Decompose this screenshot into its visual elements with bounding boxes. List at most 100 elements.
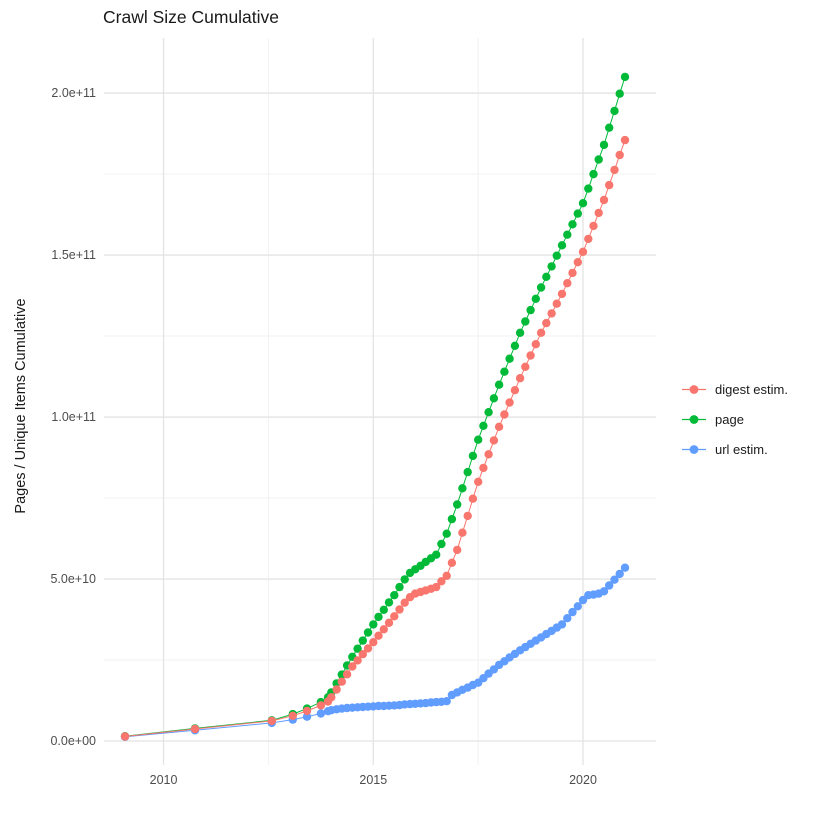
data-point xyxy=(390,591,399,600)
data-point xyxy=(484,408,493,417)
data-point xyxy=(568,220,577,229)
data-point xyxy=(573,258,582,267)
data-point xyxy=(568,607,577,617)
data-point xyxy=(384,618,394,627)
legend-label: page xyxy=(715,412,744,427)
series-line-2 xyxy=(124,567,626,738)
data-point xyxy=(363,644,373,653)
legend-key-icon xyxy=(682,415,706,424)
data-point xyxy=(542,318,551,328)
data-point xyxy=(437,539,446,549)
data-point xyxy=(568,268,577,278)
data-point xyxy=(531,340,540,349)
data-point xyxy=(337,677,346,686)
y-tick-label: 1.0e+11 xyxy=(51,410,96,425)
series-points-0 xyxy=(120,135,630,741)
data-point xyxy=(536,283,546,292)
data-point xyxy=(342,670,352,679)
y-axis-title: Pages / Unique Items Cumulative xyxy=(13,298,29,514)
x-tick-label: 2020 xyxy=(569,773,597,787)
data-point xyxy=(288,711,297,720)
data-point xyxy=(557,289,567,299)
x-tick-label: 2015 xyxy=(359,773,388,787)
data-point xyxy=(605,123,614,132)
data-point xyxy=(494,422,504,431)
data-point xyxy=(395,582,404,592)
series-points-2 xyxy=(120,563,630,741)
legend-key-icon xyxy=(682,385,706,394)
plot-area xyxy=(104,38,656,765)
data-point xyxy=(615,150,624,160)
data-point xyxy=(563,614,572,623)
data-point xyxy=(400,575,409,584)
data-point xyxy=(615,89,624,98)
legend-item-url: url estim. xyxy=(681,441,788,458)
data-point xyxy=(379,625,388,634)
data-point xyxy=(442,571,451,580)
data-point xyxy=(474,477,483,486)
data-point xyxy=(605,180,614,190)
data-point xyxy=(390,612,399,621)
data-point xyxy=(479,463,488,473)
data-point xyxy=(578,247,588,256)
data-point xyxy=(432,550,441,559)
series-line-0 xyxy=(124,139,626,737)
data-point xyxy=(474,435,483,444)
data-point xyxy=(610,575,619,584)
data-point xyxy=(432,582,441,592)
data-point xyxy=(500,410,509,419)
data-point xyxy=(615,569,624,579)
data-point xyxy=(442,529,451,538)
data-point xyxy=(484,450,493,459)
data-point xyxy=(358,650,367,659)
data-point xyxy=(505,354,514,363)
data-point xyxy=(374,631,383,640)
data-point xyxy=(515,374,525,383)
data-point xyxy=(447,514,457,524)
data-point xyxy=(302,712,312,721)
x-tick-label: 2010 xyxy=(149,773,178,787)
data-point xyxy=(384,598,394,607)
data-point xyxy=(547,262,556,271)
legend-label: digest estim. xyxy=(715,382,788,397)
data-point xyxy=(526,305,535,315)
legend-item-page: page xyxy=(681,411,788,428)
data-point xyxy=(353,644,362,653)
data-point xyxy=(489,436,499,445)
data-point xyxy=(610,106,619,116)
data-point xyxy=(584,234,593,244)
data-point xyxy=(479,421,488,430)
data-point xyxy=(302,706,312,716)
data-point xyxy=(599,195,609,205)
data-point xyxy=(620,72,630,82)
data-point xyxy=(489,394,499,403)
data-point xyxy=(620,563,630,572)
data-point xyxy=(447,558,457,567)
data-point xyxy=(610,165,619,175)
data-point xyxy=(463,511,472,521)
legend-key-icon xyxy=(682,445,706,454)
series-line-1 xyxy=(124,76,626,737)
data-point xyxy=(563,279,572,288)
data-point xyxy=(505,398,514,407)
data-point xyxy=(442,697,451,706)
data-point xyxy=(400,598,409,607)
data-point xyxy=(584,184,593,193)
data-point xyxy=(547,309,556,318)
data-point xyxy=(453,545,462,555)
data-point xyxy=(531,294,540,303)
data-point xyxy=(468,494,478,503)
data-point xyxy=(363,628,373,637)
data-point xyxy=(316,709,326,718)
legend-item-digest: digest estim. xyxy=(681,381,788,398)
data-point xyxy=(190,724,200,734)
data-point xyxy=(348,662,357,671)
chart-title: Crawl Size Cumulative xyxy=(103,7,280,27)
data-point xyxy=(542,272,551,281)
data-point xyxy=(327,693,336,702)
data-point xyxy=(369,638,378,647)
data-point xyxy=(510,386,520,395)
data-point xyxy=(521,317,530,326)
y-tick-label: 2.0e+11 xyxy=(51,86,96,101)
data-point xyxy=(536,328,546,337)
